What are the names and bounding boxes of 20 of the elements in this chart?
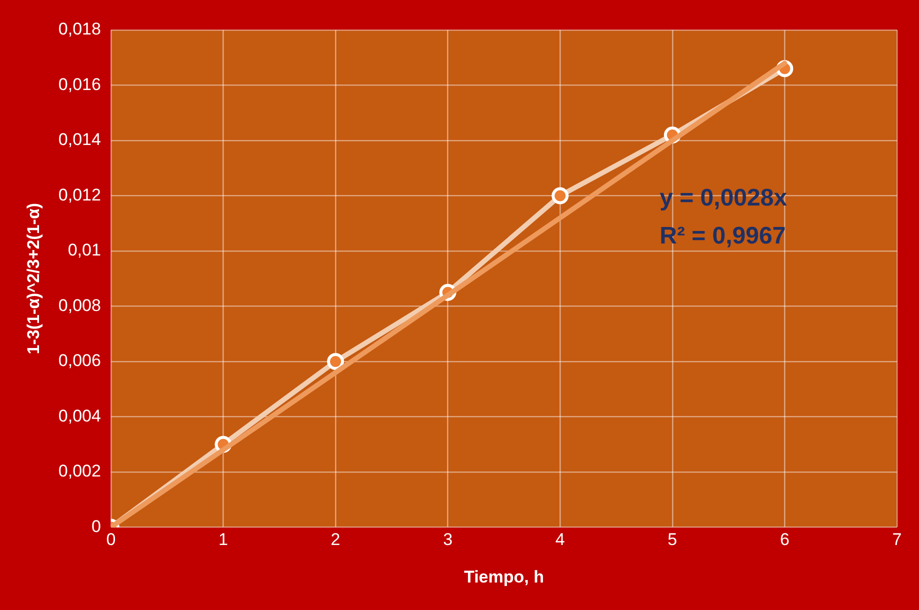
y-axis-title: 1-3(1-α)^2/3+2(1-α) <box>24 202 43 354</box>
y-tick-label: 0 <box>91 516 101 536</box>
x-axis-title: Tiempo, h <box>464 567 544 586</box>
y-tick-label: 0,004 <box>58 406 101 426</box>
x-tick-label: 7 <box>892 530 902 550</box>
y-tick-label: 0,002 <box>58 462 101 481</box>
y-tick-label: 0,016 <box>58 74 101 94</box>
x-tick-label: 2 <box>330 530 340 550</box>
x-tick-label: 0 <box>106 530 116 550</box>
y-tick-label: 0,018 <box>58 20 101 39</box>
x-tick-label: 3 <box>443 530 453 550</box>
x-tick-label: 4 <box>555 530 565 550</box>
y-tick-label: 0,012 <box>58 185 101 204</box>
y-tick-label: 0,01 <box>68 240 101 260</box>
y-tick-label: 0,008 <box>58 296 101 315</box>
x-tick-label: 6 <box>780 530 790 550</box>
x-tick-label: 1 <box>218 530 228 550</box>
y-tick-label: 0,014 <box>58 130 101 150</box>
x-tick-label: 5 <box>668 530 678 550</box>
y-tick-label: 0,006 <box>58 351 101 370</box>
